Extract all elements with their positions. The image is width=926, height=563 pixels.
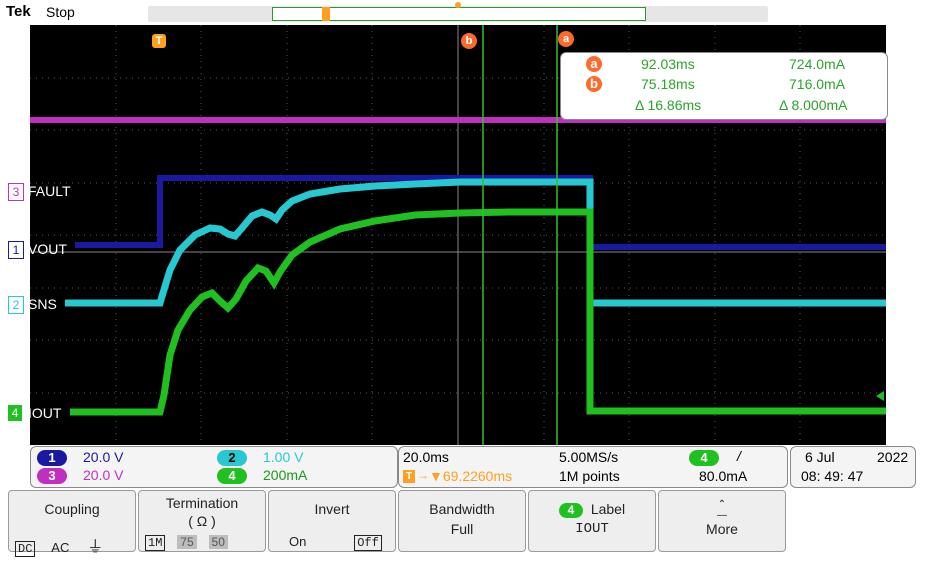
record-view-cursor-icon xyxy=(455,2,461,8)
bandwidth-button[interactable]: Bandwidth Full xyxy=(398,490,526,552)
cursor-delta-value: Δ 8.000mA xyxy=(779,97,848,113)
bandwidth-title: Bandwidth xyxy=(429,501,495,517)
waveform-display[interactable]: T b a a 92.03ms 724.0mA b 75.18ms 716.0m… xyxy=(30,25,888,445)
ch3-badge: 3 xyxy=(37,468,67,484)
ch4-name: IOUT xyxy=(28,405,62,421)
sample-rate: 5.00MS/s xyxy=(559,449,619,465)
cursor-a-badge: a xyxy=(586,56,602,72)
more-icon: ⌃ — xyxy=(717,499,727,521)
label-button[interactable]: 4 Label IOUT xyxy=(528,490,656,552)
cursor-b-marker[interactable]: b xyxy=(461,33,477,49)
label-channel-badge: 4 xyxy=(558,503,583,518)
ch1-scale: 20.0 V xyxy=(83,449,124,465)
termination-option-50[interactable]: 50 xyxy=(208,535,228,549)
termination-option-75[interactable]: 75 xyxy=(177,535,197,549)
trigger-slope-icon: / xyxy=(737,448,741,464)
termination-title: Termination xyxy=(165,495,239,511)
cursor-b-value: 716.0mA xyxy=(789,76,846,92)
invert-option-on[interactable]: On xyxy=(289,534,307,549)
ch1-number-icon: 1 xyxy=(8,241,24,259)
time-per-div: 20.0ms xyxy=(403,449,449,465)
trigger-source-badge: 4 xyxy=(689,450,719,466)
coupling-option-ac[interactable]: AC xyxy=(51,540,70,555)
ch3-name: FAULT xyxy=(28,183,71,199)
ch2-name: SNS xyxy=(28,296,57,312)
cursor-a-time: 92.03ms xyxy=(641,56,695,72)
record-length: 1M points xyxy=(559,468,620,484)
invert-option-off[interactable]: Off xyxy=(354,535,382,551)
cursor-b-badge: b xyxy=(586,76,602,92)
time: 08: 49: 47 xyxy=(801,468,864,484)
ch4-waveform xyxy=(70,208,886,416)
ch2-scale: 1.00 V xyxy=(263,449,304,465)
termination-button[interactable]: Termination ( Ω ) 1M 75 50 xyxy=(138,490,266,552)
label-header: 4 Label xyxy=(529,501,655,518)
acquisition-state: Stop xyxy=(46,4,75,20)
termination-unit: ( Ω ) xyxy=(188,513,216,529)
ch1-name: VOUT xyxy=(28,241,67,257)
coupling-button[interactable]: Coupling DC AC ⏚ xyxy=(8,490,136,557)
bandwidth-value: Full xyxy=(450,521,474,537)
label-title: Label xyxy=(590,501,626,517)
cursor-a-marker[interactable]: a xyxy=(558,31,574,47)
brand-logo: Tek xyxy=(6,3,31,20)
horizontal-settings-panel[interactable]: 20.0ms 5.00MS/s T → ▼69.2260ms 1M points… xyxy=(398,446,788,488)
termination-option-1m[interactable]: 1M xyxy=(145,535,166,551)
ch2-badge: 2 xyxy=(217,450,247,466)
cursor-readout: a 92.03ms 724.0mA b 75.18ms 716.0mA Δ 16… xyxy=(560,52,888,120)
invert-title: Invert xyxy=(314,501,350,517)
ch4-number-icon: 4 xyxy=(8,405,22,421)
termination-options: 1M 75 50 xyxy=(145,533,228,551)
record-view-trigger-icon xyxy=(322,7,330,21)
invert-button[interactable]: Invert On Off xyxy=(268,490,396,552)
ch2-number-icon: 2 xyxy=(8,296,24,314)
vertical-settings-panel[interactable]: 1 20.0 V 2 1.00 V 3 20.0 V 4 200mA xyxy=(30,446,398,488)
datetime-panel: 6 Jul 2022 08: 49: 47 xyxy=(790,446,916,488)
year: 2022 xyxy=(877,449,909,465)
status-bar: Tek Stop xyxy=(0,0,926,24)
ground-icon[interactable]: ⏚ xyxy=(87,539,104,556)
coupling-options: DC AC ⏚ xyxy=(15,533,103,557)
cursor-a-value: 724.0mA xyxy=(789,56,846,72)
trigger-position-icon: T xyxy=(403,470,415,483)
date: 6 Jul xyxy=(805,449,835,465)
cursor-b-time: 75.18ms xyxy=(641,76,695,92)
coupling-option-dc[interactable]: DC xyxy=(15,541,36,557)
trigger-level: 80.0mA xyxy=(699,468,748,484)
invert-options: On Off xyxy=(289,533,382,551)
cursor-delta-time: Δ 16.86ms xyxy=(635,97,702,113)
coupling-title: Coupling xyxy=(44,501,100,517)
ch4-scale: 200mA xyxy=(263,467,308,483)
more-button[interactable]: ⌃ — More xyxy=(658,490,786,552)
trigger-position-arrow-icon: → xyxy=(417,468,429,482)
trigger-position-marker[interactable]: T xyxy=(152,34,166,48)
ch1-waveform xyxy=(75,175,886,250)
trigger-level-arrow xyxy=(876,391,884,401)
ch2-waveform xyxy=(65,178,886,307)
ch3-number-icon: 3 xyxy=(8,183,24,201)
label-value: IOUT xyxy=(575,521,609,537)
ch1-badge: 1 xyxy=(37,450,67,466)
more-title: More xyxy=(706,521,738,537)
waveform-graticule xyxy=(30,25,886,445)
ch3-scale: 20.0 V xyxy=(83,467,124,483)
trigger-position: ▼69.2260ms xyxy=(429,468,513,484)
ch4-badge: 4 xyxy=(217,468,247,484)
